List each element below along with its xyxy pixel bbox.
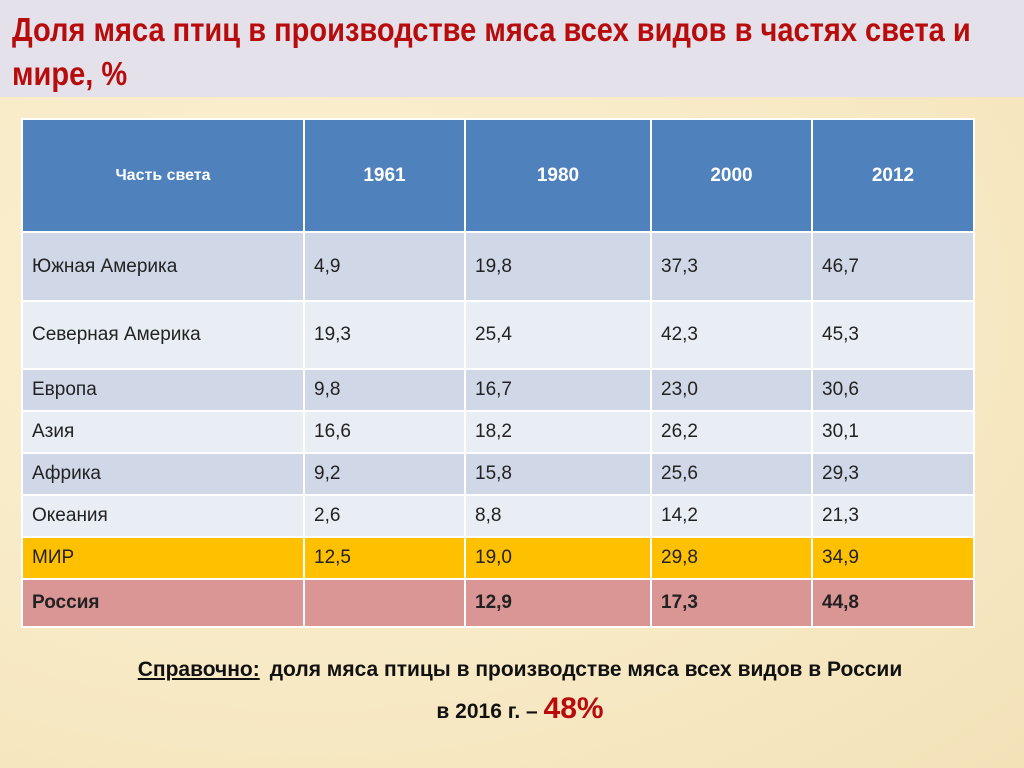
value-cell (303, 578, 466, 628)
table-header-row: Часть света 1961 1980 2000 2012 (21, 118, 975, 233)
value-cell: 12,9 (464, 578, 652, 628)
table-row: Океания 2,6 8,8 14,2 21,3 (21, 494, 975, 538)
value-cell: 26,2 (650, 410, 813, 454)
value-cell: 25,4 (464, 300, 652, 370)
value-cell: 9,8 (303, 368, 466, 412)
region-cell: Африка (21, 452, 305, 496)
data-table: Часть света 1961 1980 2000 2012 Южная Ам… (21, 118, 975, 628)
value-cell: 16,6 (303, 410, 466, 454)
value-cell: 46,7 (811, 231, 975, 302)
region-cell: Северная Америка (21, 300, 305, 370)
region-cell: Азия (21, 410, 305, 454)
region-cell: Южная Америка (21, 231, 305, 302)
note-year: в 2016 г. – (436, 700, 538, 723)
value-cell: 19,0 (464, 536, 652, 580)
table-row: Африка 9,2 15,8 25,6 29,3 (21, 452, 975, 496)
header-cell: 1980 (464, 118, 652, 233)
value-cell: 19,3 (303, 300, 466, 370)
value-cell: 15,8 (464, 452, 652, 496)
value-cell: 34,9 (811, 536, 975, 580)
note-label: Справочно: (137, 658, 260, 681)
region-cell: МИР (21, 536, 305, 580)
value-cell: 17,3 (650, 578, 813, 628)
table-row: МИР 12,5 19,0 29,8 34,9 (21, 536, 975, 580)
value-cell: 9,2 (303, 452, 466, 496)
value-cell: 37,3 (650, 231, 813, 302)
table-row: Северная Америка 19,3 25,4 42,3 45,3 (21, 300, 975, 370)
value-cell: 8,8 (464, 494, 652, 538)
value-cell: 14,2 (650, 494, 813, 538)
header-cell: 1961 (303, 118, 466, 233)
value-cell: 29,8 (650, 536, 813, 580)
table-row: Европа 9,8 16,7 23,0 30,6 (21, 368, 975, 412)
table-row: Южная Америка 4,9 19,8 37,3 46,7 (21, 231, 975, 302)
value-cell: 21,3 (811, 494, 975, 538)
value-cell: 2,6 (303, 494, 466, 538)
region-cell: Океания (21, 494, 305, 538)
value-cell: 30,6 (811, 368, 975, 412)
value-cell: 30,1 (811, 410, 975, 454)
value-cell: 16,7 (464, 368, 652, 412)
value-cell: 4,9 (303, 231, 466, 302)
value-cell: 12,5 (303, 536, 466, 580)
reference-note: Справочно: доля мяса птицы в производстве… (0, 658, 1024, 682)
value-cell: 19,8 (464, 231, 652, 302)
header-cell: 2012 (811, 118, 975, 233)
value-cell: 18,2 (464, 410, 652, 454)
header-cell: Часть света (21, 118, 305, 233)
region-cell: Европа (21, 368, 305, 412)
value-cell: 44,8 (811, 578, 975, 628)
note-value: 48% (543, 692, 604, 725)
table-row: Россия 12,9 17,3 44,8 (21, 578, 975, 628)
value-cell: 45,3 (811, 300, 975, 370)
table-row: Азия 16,6 18,2 26,2 30,1 (21, 410, 975, 454)
value-cell: 23,0 (650, 368, 813, 412)
value-cell: 42,3 (650, 300, 813, 370)
header-cell: 2000 (650, 118, 813, 233)
title-band: Доля мяса птиц в производстве мяса всех … (0, 0, 1024, 97)
value-cell: 25,6 (650, 452, 813, 496)
reference-note-line2: в 2016 г. – 48% (0, 692, 1024, 726)
value-cell: 29,3 (811, 452, 975, 496)
slide-title: Доля мяса птиц в производстве мяса всех … (12, 11, 971, 92)
region-cell: Россия (21, 578, 305, 628)
note-text: доля мяса птицы в производстве мяса всех… (269, 658, 903, 681)
